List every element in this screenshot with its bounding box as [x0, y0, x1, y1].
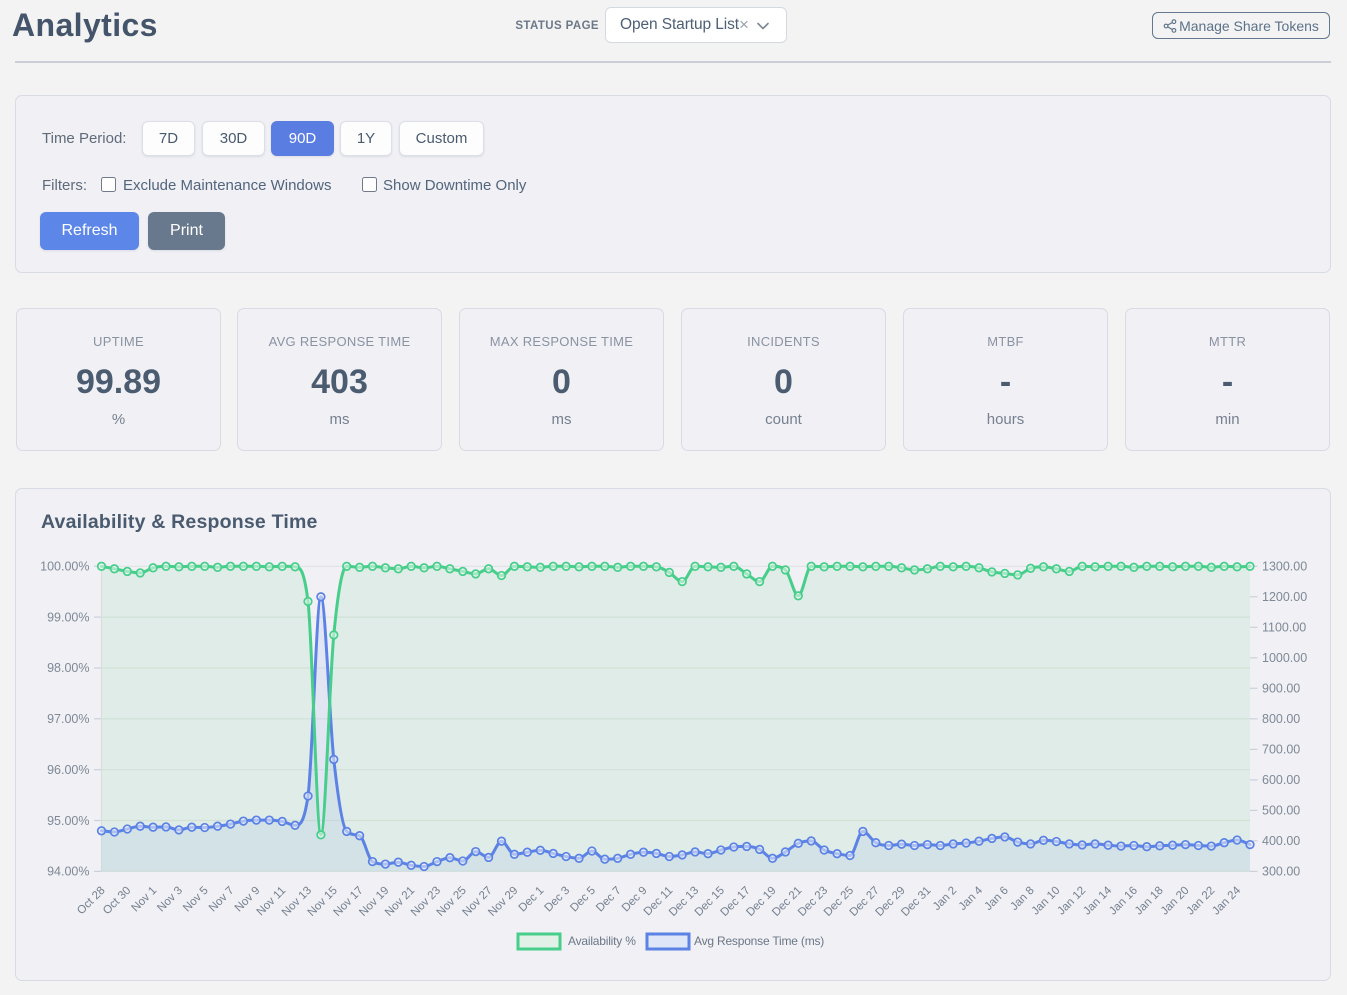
svg-text:Avg Response Time (ms): Avg Response Time (ms) [694, 934, 824, 948]
svg-text:300.00: 300.00 [1262, 865, 1300, 879]
svg-text:98.00%: 98.00% [47, 661, 89, 675]
svg-text:Availability %: Availability % [568, 934, 636, 948]
svg-text:Jan 12: Jan 12 [1055, 885, 1088, 918]
svg-text:800.00: 800.00 [1262, 712, 1300, 726]
svg-text:99.00%: 99.00% [47, 610, 89, 624]
svg-text:Dec 3: Dec 3 [542, 885, 572, 915]
svg-text:96.00%: 96.00% [47, 763, 89, 777]
svg-text:900.00: 900.00 [1262, 682, 1300, 696]
svg-text:95.00%: 95.00% [47, 814, 89, 828]
svg-text:Oct 30: Oct 30 [101, 885, 133, 917]
svg-text:700.00: 700.00 [1262, 743, 1300, 757]
svg-text:400.00: 400.00 [1262, 834, 1300, 848]
svg-text:1200.00: 1200.00 [1262, 590, 1307, 604]
svg-text:600.00: 600.00 [1262, 773, 1300, 787]
svg-text:Nov 29: Nov 29 [486, 885, 520, 919]
svg-text:Nov 1: Nov 1 [129, 885, 159, 915]
svg-text:97.00%: 97.00% [47, 712, 89, 726]
svg-text:Oct 28: Oct 28 [75, 885, 107, 917]
svg-text:Jan 2: Jan 2 [931, 885, 959, 913]
svg-text:1000.00: 1000.00 [1262, 651, 1307, 665]
svg-text:Dec 5: Dec 5 [568, 885, 598, 915]
svg-text:Jan 24: Jan 24 [1210, 884, 1243, 917]
svg-text:Dec 1: Dec 1 [517, 885, 547, 915]
svg-text:Dec 31: Dec 31 [899, 885, 933, 919]
svg-text:Nov 7: Nov 7 [207, 885, 237, 915]
svg-text:100.00%: 100.00% [40, 560, 89, 574]
svg-text:Dec 7: Dec 7 [594, 885, 624, 915]
svg-text:Jan 6: Jan 6 [983, 885, 1011, 913]
svg-text:Jan 4: Jan 4 [957, 884, 986, 913]
svg-text:1300.00: 1300.00 [1262, 560, 1307, 574]
svg-text:Nov 5: Nov 5 [181, 885, 211, 915]
svg-text:Nov 3: Nov 3 [155, 885, 185, 915]
svg-text:94.00%: 94.00% [47, 865, 89, 879]
svg-text:500.00: 500.00 [1262, 804, 1300, 818]
svg-text:1100.00: 1100.00 [1262, 621, 1306, 635]
